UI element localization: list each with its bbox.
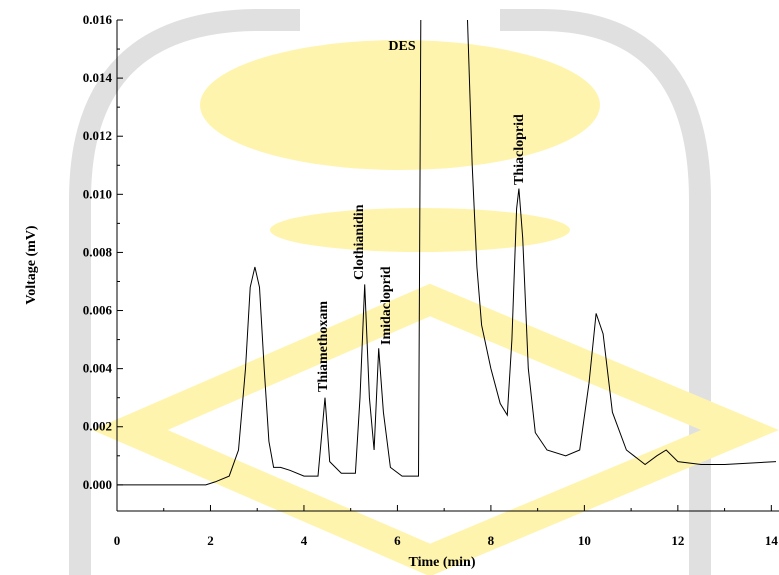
y-tick-label: 0.000 (83, 477, 112, 492)
y-tick-label: 0.002 (83, 419, 112, 434)
y-tick-label: 0.004 (83, 361, 113, 376)
x-tick-label: 8 (488, 533, 495, 548)
x-tick-label: 10 (578, 533, 591, 548)
trace (117, 20, 777, 486)
x-tick-label: 14 (765, 533, 779, 548)
x-tick-label: 6 (394, 533, 401, 548)
y-tick-label: 0.010 (83, 186, 112, 201)
x-tick-label: 2 (207, 533, 214, 548)
y-tick-label: 0.012 (83, 128, 112, 143)
peak-label: Imidacloprid (379, 266, 394, 345)
watermark (69, 8, 779, 575)
peak-label: Thiamethoxam (316, 301, 331, 392)
x-tick-label: 0 (114, 533, 121, 548)
peak-label: Clothianidin (352, 204, 367, 280)
x-tick-label: 12 (671, 533, 684, 548)
x-tick-label: 4 (301, 533, 308, 548)
x-axis-title: Time (min) (408, 555, 475, 570)
y-tick-label: 0.016 (83, 12, 113, 27)
y-tick-label: 0.006 (83, 303, 113, 318)
y-tick-label: 0.014 (83, 70, 113, 85)
peak-label: Thiacloprid (512, 114, 527, 185)
y-tick-label: 0.008 (83, 244, 113, 259)
y-axis-title: Voltage (mV) (24, 225, 39, 305)
peak-label: DES (388, 39, 415, 54)
